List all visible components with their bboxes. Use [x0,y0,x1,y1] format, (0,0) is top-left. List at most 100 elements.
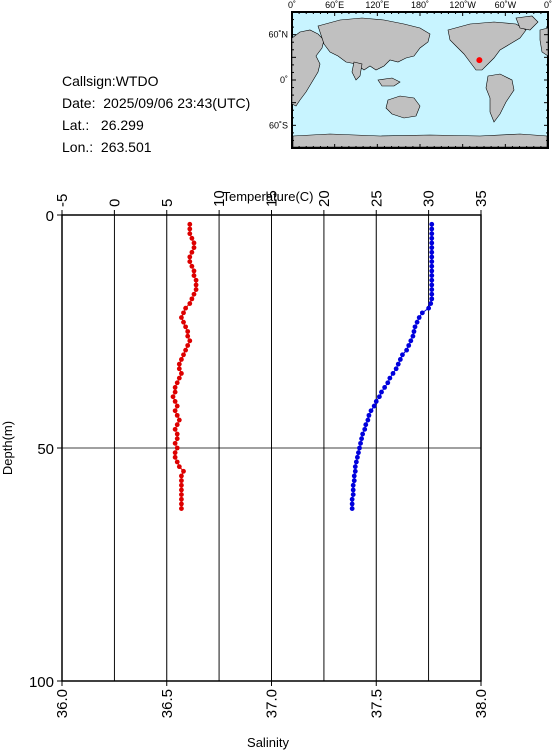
temperature-point [429,273,435,278]
salinity-point [183,324,189,330]
salinity-point [174,422,180,428]
temperature-point [426,305,432,311]
salinity-point [179,478,184,484]
temperature-point [410,333,416,339]
map-land-south-america [485,73,515,123]
temperature-axis-ticks: -5 0 5 10 15 20 25 30 35 [54,190,490,215]
map-land-europe-africa [291,29,325,107]
longitude-text: Lon.: 263.501 [62,139,152,155]
callsign-text: Callsign:WTDO [62,73,159,89]
salinity-point [193,282,199,288]
temperature-point [412,324,418,330]
salinity-point [191,291,197,297]
temperature-point [349,501,355,507]
map-longitude-label: 0˚ [544,0,552,10]
salinity-point [172,450,178,456]
temperature-point [429,259,435,264]
temperature-axis-label: Temperature(C) [222,189,313,204]
temperature-tick-label: 0 [106,199,123,207]
salinity-point [174,431,180,437]
salinity-point [191,245,197,251]
map-longitude-labels: 0˚ 60˚E 120˚E 180˚ 120˚W 60˚W 0˚ [288,0,552,10]
salinity-point [179,492,184,497]
temperature-point [354,454,360,460]
latitude-text: Lat.: 26.299 [62,117,144,133]
salinity-point [187,221,193,227]
temperature-point [395,361,401,367]
salinity-point [183,347,189,353]
world-map: 0˚ 60˚E 120˚E 180˚ 120˚W 60˚W 0˚ 60˚N 0˚ 60˚S [268,0,552,149]
salinity-point [187,226,193,232]
salinity-point [179,315,184,320]
salinity-point [174,412,180,418]
salinity-point [189,296,195,302]
salinity-point [191,268,197,274]
temperature-point [429,221,435,227]
salinity-axis-label: Salinity [247,735,289,750]
map-latitude-label: 0˚ [280,75,288,85]
salinity-point [179,487,184,493]
plot-frame [61,214,482,682]
salinity-point [176,366,182,372]
map-land-greenland [515,15,539,31]
salinity-point [172,399,178,404]
temperature-point [352,464,358,470]
temperature-profile-line [351,224,433,509]
temperature-tick-label: 5 [159,199,176,207]
salinity-point [193,287,199,292]
temperature-point [357,445,362,451]
salinity-point [172,454,178,460]
map-land-indonesia [377,77,401,87]
temperature-point [400,352,405,358]
chart-grid [61,215,482,681]
temperature-point [382,385,388,390]
map-longitude-label: 180˚ [411,0,429,10]
chart-points [170,221,435,511]
salinity-point [179,473,184,479]
temperature-point [411,329,417,334]
depth-axis-ticks: 0 50 100 [29,208,62,691]
map-longitude-label: 60˚W [495,0,517,10]
temperature-point [429,291,435,297]
date-text: Date: 2025/09/06 23:43(UTC) [62,95,251,111]
temperature-point [429,231,435,237]
salinity-point [179,482,184,488]
temperature-point [429,296,435,302]
salinity-point [189,249,195,255]
salinity-point [183,305,189,311]
temperature-point [414,319,420,325]
temperature-point [360,431,366,437]
station-marker [476,57,483,64]
salinity-tick-label: 36.0 [54,689,71,718]
salinity-point [189,235,195,241]
salinity-point [179,357,184,362]
map-longitude-label: 0˚ [288,0,296,10]
map-longitude-label: 120˚W [449,0,476,10]
depth-tick-label: 0 [46,208,54,225]
salinity-point [172,440,178,446]
temperature-tick-label: 30 [421,190,438,207]
temperature-point [416,315,422,320]
temperature-point [429,263,435,269]
temperature-point [404,347,410,353]
salinity-point [172,408,178,414]
temperature-point [362,426,368,432]
salinity-point [187,231,193,237]
map-land-australia [385,95,421,119]
temperature-point [379,389,384,395]
depth-axis-label: Depth(m) [0,421,15,475]
temperature-point [429,245,435,251]
salinity-point [176,375,182,381]
temperature-tick-label: 15 [264,190,281,207]
salinity-point [181,310,186,316]
salinity-point [181,319,186,325]
salinity-point [179,506,184,511]
temperature-point [428,301,434,306]
salinity-point [172,389,178,395]
salinity-point [170,394,176,400]
salinity-point [187,338,193,344]
temperature-point [385,380,391,386]
map-land-asia [317,17,431,71]
map-latitude-labels: 60˚N 0˚ 60˚S [268,30,288,131]
salinity-point [174,436,180,442]
